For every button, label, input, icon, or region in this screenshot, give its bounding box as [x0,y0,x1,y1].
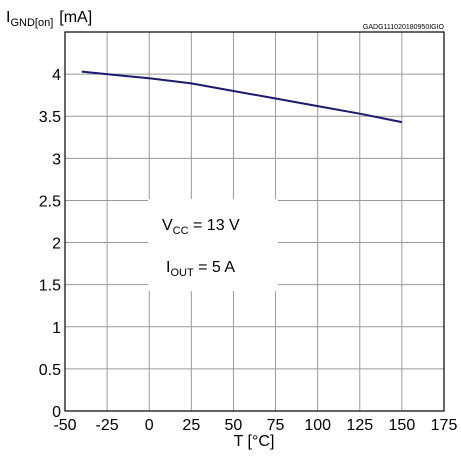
x-axis-label: T [°C] [234,433,275,450]
annotation-vcc-sub: CC [173,225,189,237]
plot-frame [64,31,445,412]
y-tick-label: 1.5 [39,278,61,295]
y-tick-label: 3 [52,151,61,168]
y-axis-label-sub: GND[on] [10,17,53,29]
y-tick-label: 1 [52,320,61,337]
y-tick-label: 0.5 [39,362,61,379]
x-tick-label: 175 [431,417,458,434]
x-tick-label: -50 [53,417,76,434]
series-line [81,70,403,124]
y-tick-label: 0 [52,404,61,421]
y-axis-label-unit: [mA] [59,9,92,26]
x-tick-label: 25 [182,417,200,434]
annotation-iout-sub: OUT [170,267,194,279]
annotation-iout: IOUT = 5 A [166,259,235,279]
y-axis-label: IGND[on] [mA] [6,9,92,29]
x-tick-label: 150 [389,417,416,434]
x-tick-label: 75 [267,417,285,434]
y-axis-label-main: I [6,9,10,26]
annotation-iout-rest: = 5 A [194,259,236,276]
figure-code: GADG111020180950IGIO [363,24,445,31]
y-tick-label: 4 [52,67,61,84]
annotation-vcc: VCC = 13 V [162,217,240,237]
x-tick-label: 100 [304,417,331,434]
annotation-iout-main: I [166,259,170,276]
series-group [81,70,403,124]
annotation-vcc-main: V [162,217,173,234]
x-tick-label: -25 [96,417,119,434]
y-tick-label: 2 [52,236,61,253]
x-tick-label: 50 [225,417,243,434]
y-tick-label: 2.5 [39,193,61,210]
annotation-box [148,199,278,291]
x-tick-label: 125 [346,417,373,434]
tick-labels: -50 -25 0 25 50 75 100 125 150 175 0 0.5 1 1.5 2 2.5 3 3.… [39,67,458,434]
annotation-vcc-rest: = 13 V [189,217,240,234]
x-tick-label: 0 [145,417,154,434]
y-tick-label: 3.5 [39,109,61,126]
